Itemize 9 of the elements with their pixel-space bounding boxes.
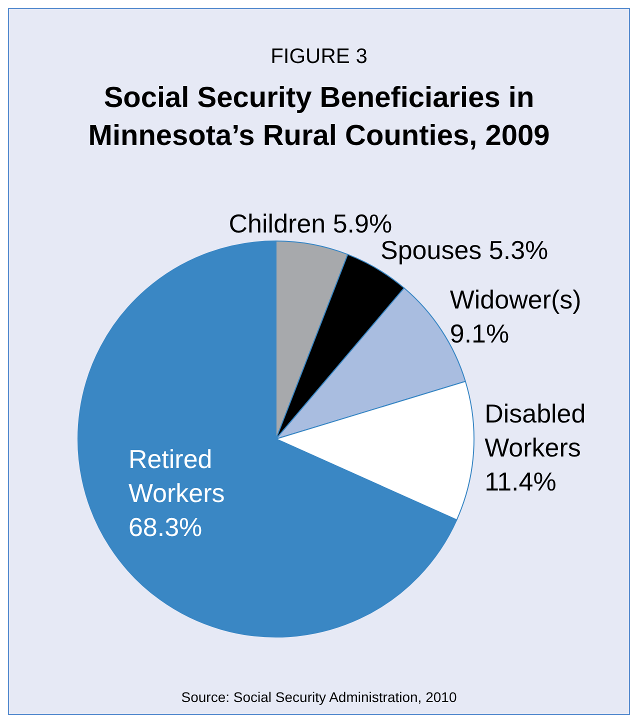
chart-title: Social Security Beneficiaries in Minnesota’s Rural Counties, 2009 xyxy=(87,81,551,154)
chart-subtitle: FIGURE 3 xyxy=(270,45,368,69)
data-label: 11.4% xyxy=(484,466,556,496)
source-note: Source: Social Security Administration, 2010 xyxy=(180,689,458,705)
data-label: 68.3% xyxy=(128,512,202,542)
data-label: 9.1% xyxy=(450,318,510,349)
slice-label: Retired Workers xyxy=(128,444,225,508)
slice-label: Widower(s) xyxy=(450,284,582,315)
slice-label: Disabled Workers xyxy=(484,398,586,462)
